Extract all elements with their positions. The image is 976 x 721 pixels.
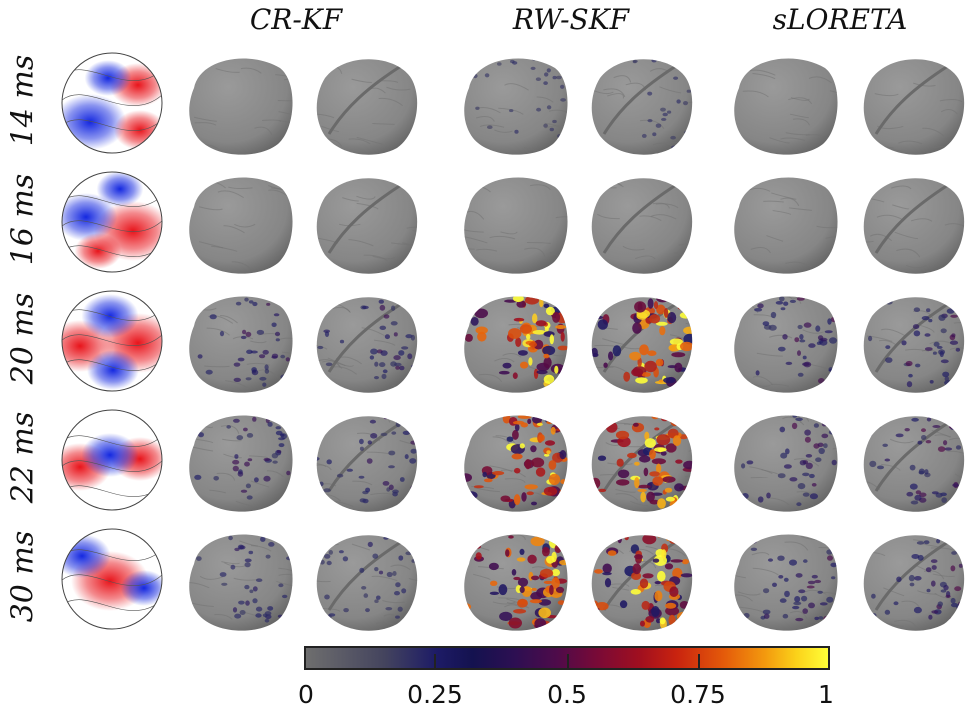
brain-side-view bbox=[591, 59, 693, 155]
brain-top-view bbox=[464, 58, 568, 155]
colorbar-label-1: 1 bbox=[818, 680, 834, 709]
brain-top-view bbox=[189, 534, 293, 631]
colorbar-tick bbox=[698, 654, 700, 668]
colorbar-label-0-5: 0.5 bbox=[547, 680, 587, 709]
row-label-20ms: 20 ms bbox=[5, 292, 41, 384]
row-label-30ms: 30 ms bbox=[5, 530, 41, 622]
brain-top-view bbox=[464, 177, 568, 274]
topo-map bbox=[61, 290, 163, 392]
brain-top-view bbox=[189, 415, 293, 512]
brain-side-view bbox=[863, 535, 965, 631]
topo-map bbox=[61, 409, 163, 511]
colorbar-label-0-25: 0.25 bbox=[407, 680, 463, 709]
brain-top-view bbox=[734, 415, 838, 512]
brain-top-view bbox=[734, 58, 838, 155]
brain-side-view bbox=[591, 535, 693, 631]
brain-side-view bbox=[863, 297, 965, 393]
brain-side-view bbox=[863, 416, 965, 512]
brain-side-view bbox=[863, 178, 965, 274]
column-title-cr-kf: CR-KF bbox=[249, 3, 343, 36]
colorbar-tick bbox=[434, 654, 436, 668]
column-title-rw-skf: RW-SKF bbox=[512, 3, 630, 36]
colorbar-label-0-75: 0.75 bbox=[670, 680, 726, 709]
colorbar-label-0: 0 bbox=[298, 680, 314, 709]
row-label-22ms: 22 ms bbox=[5, 411, 41, 503]
topo-map bbox=[61, 52, 163, 154]
topo-map bbox=[61, 171, 163, 273]
brain-top-view bbox=[189, 177, 293, 274]
row-label-14ms: 14 ms bbox=[5, 54, 41, 146]
brain-side-view bbox=[591, 297, 693, 393]
colorbar bbox=[304, 646, 830, 670]
brain-top-view bbox=[734, 534, 838, 631]
brain-top-view bbox=[189, 58, 293, 155]
brain-side-view bbox=[591, 416, 693, 512]
brain-top-view bbox=[734, 296, 838, 393]
brain-side-view bbox=[316, 178, 418, 274]
brain-top-view bbox=[464, 534, 568, 631]
column-title-sloreta: sLORETA bbox=[772, 3, 908, 36]
brain-top-view bbox=[464, 415, 568, 512]
brain-side-view bbox=[316, 535, 418, 631]
brain-side-view bbox=[316, 59, 418, 155]
topo-map bbox=[61, 528, 163, 630]
brain-top-view bbox=[734, 177, 838, 274]
brain-side-view bbox=[316, 297, 418, 393]
row-label-16ms: 16 ms bbox=[5, 173, 41, 265]
brain-top-view bbox=[189, 296, 293, 393]
brain-top-view bbox=[464, 296, 568, 393]
brain-side-view bbox=[591, 178, 693, 274]
brain-side-view bbox=[316, 416, 418, 512]
colorbar-tick bbox=[567, 654, 569, 668]
brain-side-view bbox=[863, 59, 965, 155]
